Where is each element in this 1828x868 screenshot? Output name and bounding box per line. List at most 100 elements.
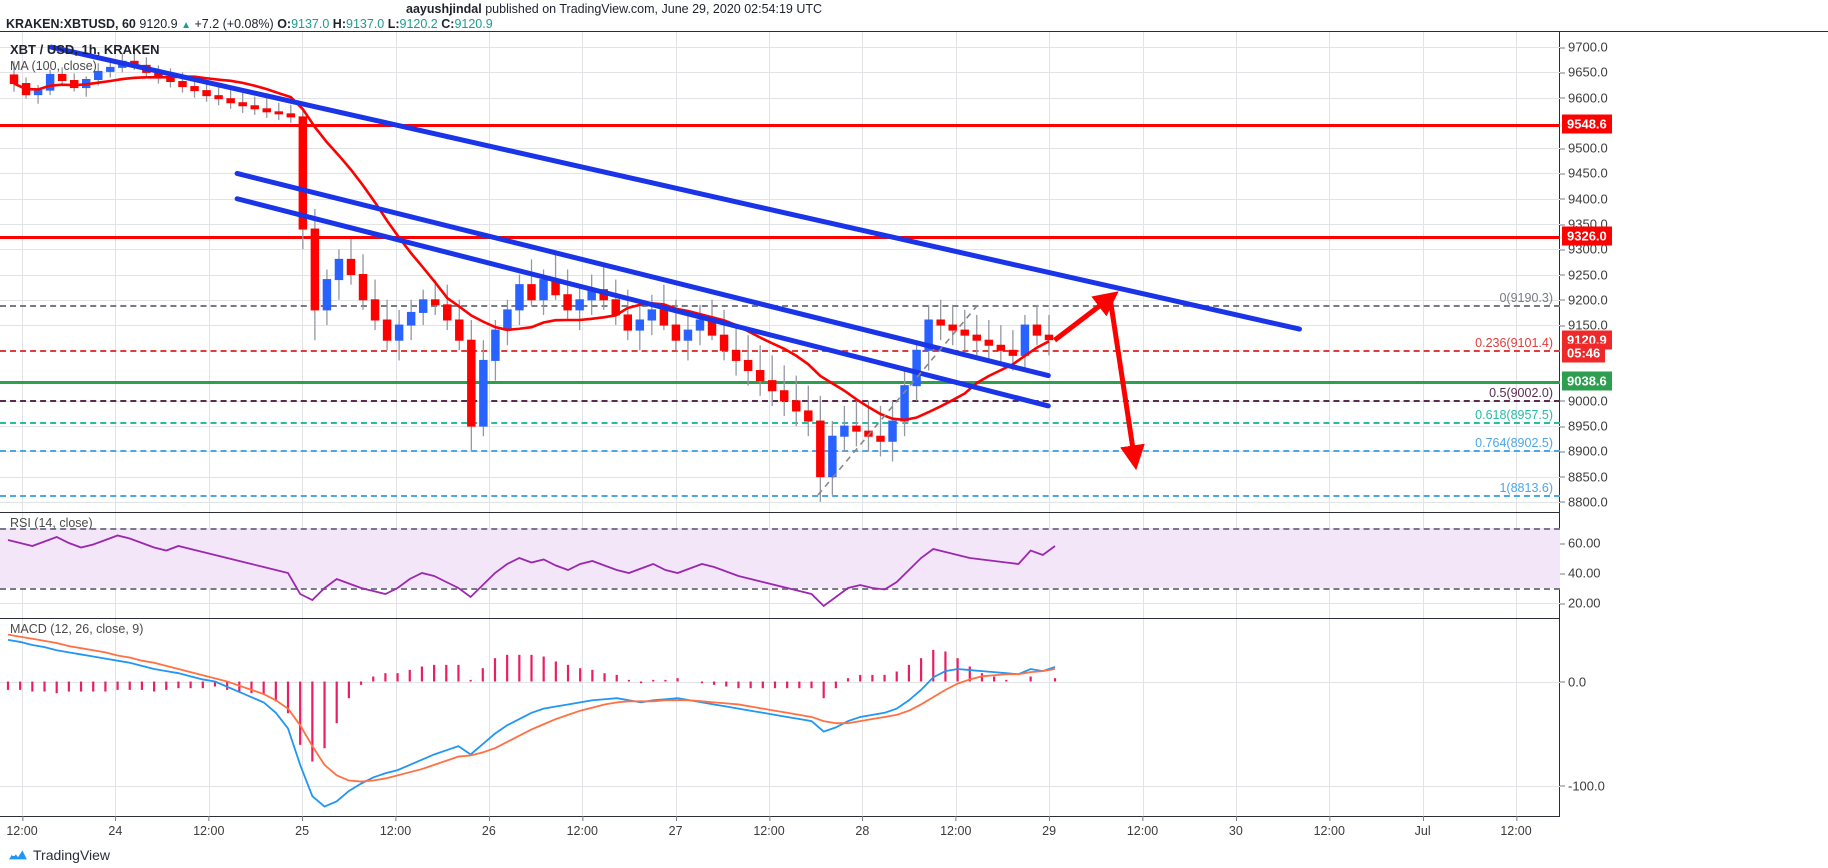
last-price: 9120.9 [139,17,178,31]
gridline-horizontal [0,198,1560,200]
up-triangle-icon: ▲ [181,20,191,31]
gridline-vertical [1422,32,1424,817]
price-axis[interactable]: 9700.0 9650.0 9600.0 9500.0 9450.0 9400.0 9350… [1559,31,1828,816]
chart-plot-frame[interactable]: 0(9190.3) 0.236(9101.4) 0.5(9002.0) 0.618(8… [0,31,1560,817]
gridline-vertical [115,32,117,817]
fib-level-label: 0.618(8957.5) [1475,408,1553,423]
gridline-vertical [488,32,490,817]
gridline-horizontal [0,224,1560,225]
time-axis-label: 30 [1228,816,1243,838]
gridline-vertical [1142,32,1144,817]
time-axis-label: 12:00 [1126,816,1159,838]
price-axis-tick: 9250.0 [1560,267,1608,283]
price-axis-tick: 8950.0 [1560,418,1608,434]
candlestick-series [9,52,1054,502]
gridline-vertical [862,32,864,817]
price-axis-badge[interactable]: 9548.6 [1562,114,1612,134]
pane-separator [0,512,1560,513]
gridline-horizontal [0,426,1560,428]
macd-signal-line [7,633,1056,783]
high-value: 9137.0 [346,17,385,31]
gridline-vertical [208,32,210,817]
gridline-horizontal [0,785,1560,787]
time-axis-label: 28 [855,816,870,838]
chart-footer: TradingView [0,846,1828,868]
main-legend: XBT / USD, 1h, KRAKEN [10,42,160,57]
chart-drawing-layer [6,44,1302,808]
gridline-horizontal [0,47,1560,49]
price-axis-tick: 8800.0 [1560,494,1608,510]
gridline-vertical [1329,32,1331,817]
rsi-overbought-oversold-band [0,528,1560,588]
gridline-vertical [1235,32,1237,817]
price-change: +7.2 (+0.08%) [194,17,274,31]
close-label: C: [441,17,455,31]
gridline-horizontal [0,501,1560,503]
author-name: aayushjindal [406,2,482,16]
fib-level-label: 0.764(8902.5) [1475,436,1553,451]
pane-separator [0,618,1560,619]
price-axis-tick: 9650.0 [1560,64,1608,80]
time-axis-label: 27 [668,816,683,838]
fib-level-label: 0.236(9101.4) [1475,335,1553,350]
gridline-vertical [582,32,584,817]
projection-arrow-down [1108,301,1145,471]
symbol-label: KRAKEN:XBTUSD, 60 [6,17,136,31]
time-axis-label: 12:00 [193,816,225,838]
tradingview-brand: TradingView [33,847,111,863]
time-axis-label: 12:00 [753,816,785,838]
gridline-vertical [955,32,957,817]
open-label: O: [277,17,292,31]
fib-anchor-line [817,304,979,496]
price-axis-tick: 9000.0 [1560,393,1608,409]
gridline-vertical [675,32,677,817]
price-axis-tick: 9500.0 [1560,140,1608,156]
time-axis-label: 25 [295,816,310,838]
gridline-horizontal [0,681,1560,683]
price-axis-tick: 9400.0 [1560,191,1608,207]
gridline-horizontal [0,249,1560,251]
time-axis-label: 24 [108,816,123,838]
fib-level-line [0,349,1560,352]
price-axis-tick: 9700.0 [1560,39,1608,55]
high-label: H: [332,17,346,31]
gridline-vertical [769,32,770,817]
time-axis-label: 12:00 [1313,816,1345,838]
price-axis-tick: 9150.0 [1560,317,1608,333]
price-axis-badge[interactable]: 9326.0 [1562,226,1612,246]
macd-histogram [6,649,1057,762]
time-axis[interactable]: 12:00 24 12:00 25 12:00 26 12:00 27 12:00 28 12:00… [0,816,1560,846]
price-axis-badge[interactable]: 9038.6 [1562,371,1612,391]
gridline-horizontal [0,274,1560,276]
fib-level-line [0,422,1560,425]
time-axis-label: 12:00 [379,816,412,838]
fib-level-label: 1(8813.6) [1499,481,1553,496]
rsi-level-line [0,588,1560,590]
rsi-axis-tick: 60.00 [1560,535,1601,551]
low-value: 9120.2 [399,17,438,31]
gridline-horizontal [0,476,1560,478]
gridline-vertical [1049,32,1051,817]
publish-info-line: aayushjindal published on TradingView.co… [406,2,822,16]
gridline-horizontal [0,325,1560,327]
gridline-horizontal [0,97,1560,99]
macd-line [7,638,1056,808]
time-axis-label: 29 [1042,816,1057,838]
time-axis-label: 26 [481,816,496,838]
bounce-arrow-up [1053,291,1119,343]
open-value: 9137.0 [291,17,330,31]
price-axis-tick: 9600.0 [1560,90,1608,106]
price-axis-tick: 9450.0 [1560,165,1608,181]
channel-upper [234,170,1051,379]
gridline-vertical [1516,32,1517,817]
gridline-horizontal [0,603,1560,604]
upper-descending-trendline [48,44,1302,332]
price-axis-badge[interactable]: 05:46 [1562,343,1606,363]
rsi-line [7,534,1056,608]
price-axis-tick: 8900.0 [1560,443,1608,459]
rsi-axis-tick: 40.00 [1560,565,1601,581]
rsi-axis-tick: 20.00 [1560,595,1601,611]
tradingview-logo-icon [9,850,27,860]
gridline-vertical [395,32,397,817]
